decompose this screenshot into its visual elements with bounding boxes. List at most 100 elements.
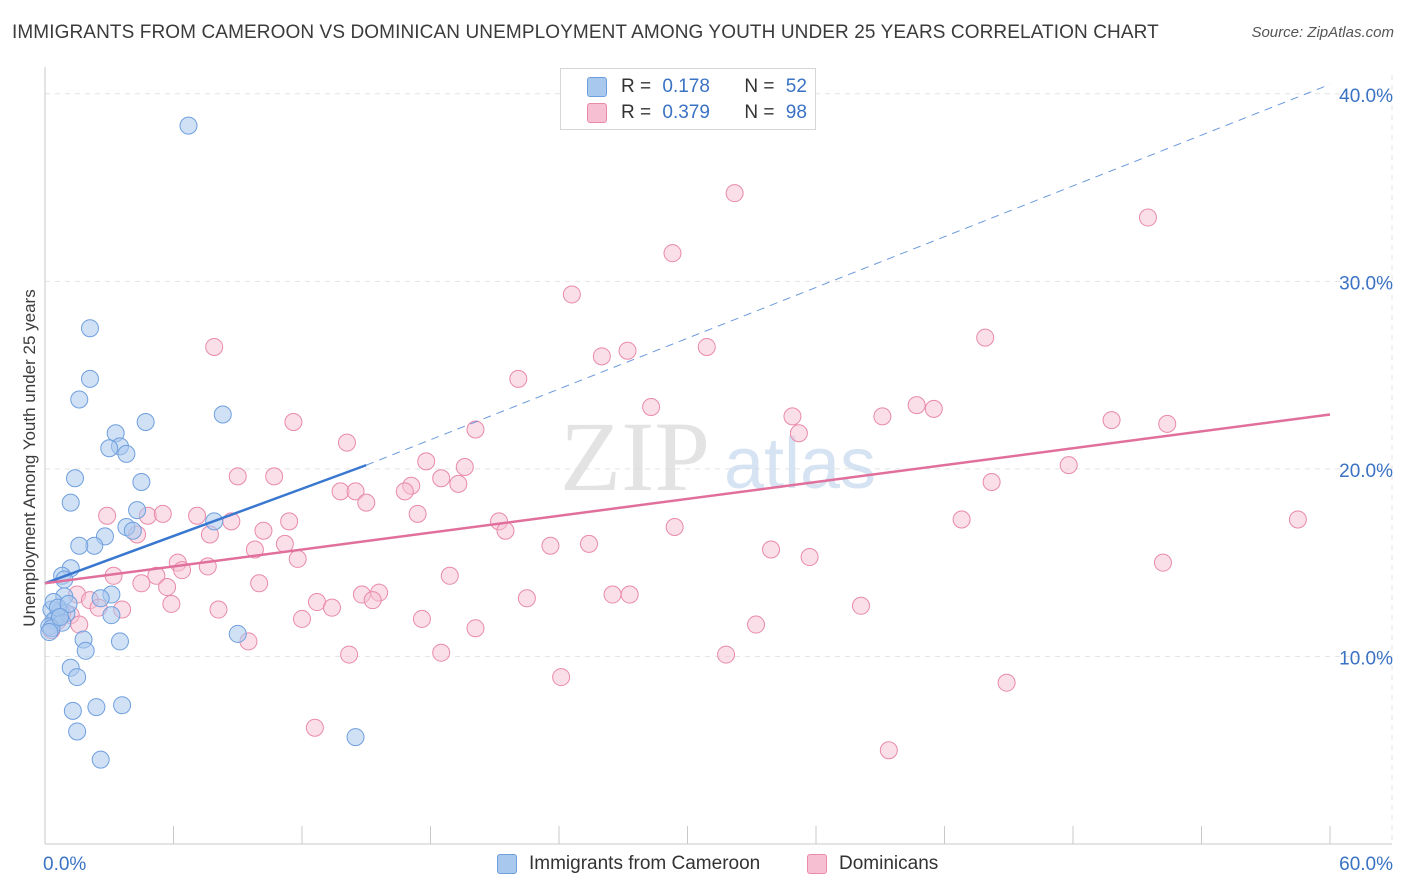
- legend-row-cameroon: R = 0.178 N = 52: [587, 76, 807, 98]
- data-point-cameroon: [91, 589, 110, 608]
- data-point-dominicans: [1138, 208, 1157, 227]
- data-point-dominicans: [1158, 414, 1177, 433]
- data-point-cameroon: [40, 623, 59, 642]
- data-point-dominicans: [440, 566, 459, 585]
- data-point-dominicans: [158, 578, 177, 597]
- data-point-cameroon: [123, 521, 142, 540]
- data-point-cameroon: [70, 536, 89, 555]
- data-point-dominicans: [412, 609, 431, 628]
- data-point-dominicans: [98, 506, 117, 525]
- data-point-cameroon: [85, 536, 104, 555]
- data-point-dominicans: [322, 598, 341, 617]
- data-point-cameroon: [102, 606, 121, 625]
- data-point-dominicans: [517, 589, 536, 608]
- data-point-dominicans: [800, 548, 819, 567]
- y-tick-label: 30.0%: [1339, 273, 1393, 294]
- data-point-cameroon: [213, 405, 232, 424]
- chart-title: IMMIGRANTS FROM CAMEROON VS DOMINICAN UN…: [12, 22, 1159, 43]
- data-point-cameroon: [50, 608, 69, 627]
- legend-swatch-cameroon: [497, 854, 517, 874]
- data-point-dominicans: [541, 536, 560, 555]
- data-point-dominicans: [1102, 411, 1121, 430]
- data-point-dominicans: [618, 341, 637, 360]
- data-point-dominicans: [1288, 510, 1307, 529]
- data-point-dominicans: [337, 433, 356, 452]
- legend-r-value: 0.379: [662, 102, 710, 123]
- trend-line-dominicans: [44, 413, 1331, 585]
- data-point-dominicans: [466, 619, 485, 638]
- data-point-dominicans: [907, 396, 926, 415]
- legend-n-label: N =: [744, 76, 775, 97]
- data-point-cameroon: [70, 390, 89, 409]
- data-point-cameroon: [136, 412, 155, 431]
- data-point-dominicans: [603, 585, 622, 604]
- legend-r-label: R =: [621, 102, 652, 123]
- legend-r-label: R =: [621, 76, 652, 97]
- data-point-cameroon: [63, 701, 82, 720]
- data-point-dominicans: [1153, 553, 1172, 572]
- series-legend: Immigrants from Cameroon Dominicans: [0, 851, 1406, 879]
- data-point-dominicans: [228, 467, 247, 486]
- legend-item-cameroon: Immigrants from Cameroon: [497, 853, 760, 875]
- data-point-dominicans: [747, 615, 766, 634]
- data-point-dominicans: [697, 337, 716, 356]
- series-dominicans: [42, 184, 1307, 760]
- trend-lines: [44, 83, 1331, 585]
- data-point-cameroon: [87, 698, 106, 717]
- data-point-cameroon: [228, 624, 247, 643]
- data-point-cameroon: [100, 439, 119, 458]
- data-point-dominicans: [280, 512, 299, 531]
- data-point-dominicans: [432, 643, 451, 662]
- data-point-cameroon: [61, 493, 80, 512]
- data-point-dominicans: [147, 566, 166, 585]
- trend-line-cameroon: [44, 463, 367, 585]
- data-point-dominicans: [851, 596, 870, 615]
- data-point-dominicans: [395, 482, 414, 501]
- data-point-cameroon: [110, 632, 129, 651]
- zipatlas-watermark: ZIP atlas: [560, 401, 876, 512]
- data-point-cameroon: [80, 319, 99, 338]
- grid-lines: [45, 75, 1393, 844]
- data-point-cameroon: [76, 641, 95, 660]
- data-point-cameroon: [91, 750, 110, 769]
- y-tick-label: 20.0%: [1339, 461, 1393, 482]
- data-point-dominicans: [620, 585, 639, 604]
- data-point-dominicans: [432, 469, 451, 488]
- data-point-dominicans: [665, 518, 684, 537]
- legend-swatch-cameroon: [587, 77, 607, 97]
- data-point-dominicans: [509, 369, 528, 388]
- watermark-zip: ZIP: [560, 401, 710, 512]
- data-point-dominicans: [783, 407, 802, 426]
- data-point-dominicans: [340, 645, 359, 664]
- data-point-dominicans: [357, 493, 376, 512]
- data-point-dominicans: [592, 347, 611, 366]
- data-point-dominicans: [245, 540, 264, 559]
- legend-swatch-dominicans: [587, 103, 607, 123]
- legend-swatch-dominicans: [807, 854, 827, 874]
- data-point-dominicans: [982, 473, 1001, 492]
- data-point-dominicans: [449, 474, 468, 493]
- legend-label-dominicans: Dominicans: [839, 853, 939, 874]
- data-point-dominicans: [288, 549, 307, 568]
- series-cameroon: [40, 116, 365, 769]
- data-point-dominicans: [924, 399, 943, 418]
- data-point-dominicans: [879, 741, 898, 760]
- data-point-cameroon: [113, 696, 132, 715]
- data-point-dominicans: [417, 452, 436, 471]
- data-point-dominicans: [997, 673, 1016, 692]
- legend-item-dominicans: Dominicans: [807, 853, 938, 875]
- y-tick-label: 40.0%: [1339, 86, 1393, 107]
- data-point-dominicans: [293, 609, 311, 628]
- data-point-dominicans: [789, 424, 808, 443]
- data-point-dominicans: [305, 718, 324, 737]
- data-point-cameroon: [346, 728, 365, 747]
- data-point-dominicans: [642, 397, 661, 416]
- data-point-dominicans: [455, 458, 474, 477]
- legend-n-label: N =: [744, 102, 775, 123]
- correlation-legend: R = 0.178 N = 52 R = 0.379 N = 98: [560, 68, 816, 130]
- data-point-cameroon: [132, 473, 151, 492]
- data-point-dominicans: [250, 574, 269, 593]
- data-point-cameroon: [117, 444, 136, 463]
- data-point-cameroon: [68, 722, 87, 741]
